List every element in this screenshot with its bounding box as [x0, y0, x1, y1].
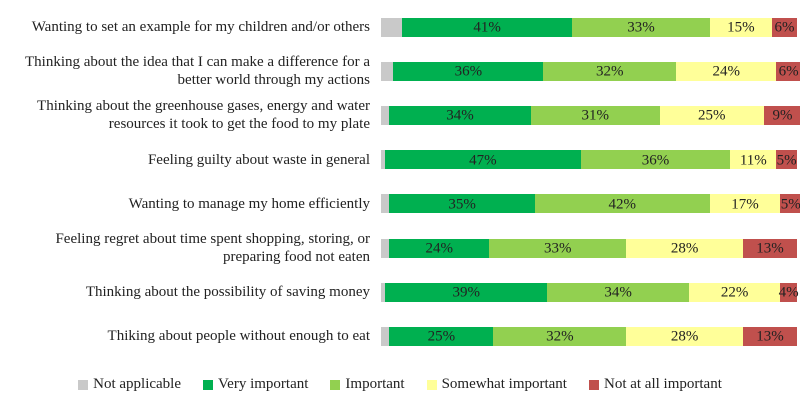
value-label: 36%	[641, 152, 670, 169]
value-label: 25%	[427, 328, 456, 345]
value-label: 32%	[596, 63, 624, 80]
legend-item: Important	[330, 376, 405, 393]
legend-swatch	[78, 379, 89, 390]
category-label: Wanting to set an example for my childre…	[31, 19, 370, 35]
bar-segment	[742, 238, 797, 258]
value-label: 24%	[712, 63, 741, 80]
bar-segment	[389, 105, 531, 125]
value-label: 42%	[608, 196, 637, 213]
bar-segment	[580, 150, 731, 170]
bar-segment	[742, 326, 797, 346]
bar-segment	[776, 61, 800, 81]
value-label: 11%	[739, 152, 767, 169]
legend-item: Somewhat important	[426, 376, 567, 393]
bar-segment	[530, 105, 660, 125]
bar-segment	[626, 238, 743, 258]
value-label: 31%	[581, 107, 609, 124]
bar-segment	[381, 238, 390, 258]
value-label: 34%	[446, 107, 474, 124]
bar-segment	[381, 61, 394, 81]
value-label: 41%	[473, 19, 501, 36]
value-label: 5%	[776, 152, 797, 169]
bar-segment	[401, 17, 573, 37]
category-label: Thinking about the idea that I can make …	[25, 54, 370, 89]
bar-segment	[381, 105, 390, 125]
bar-segment	[572, 17, 710, 37]
bar-segment	[389, 194, 535, 214]
bar-segment	[389, 326, 494, 346]
bar-segment	[547, 282, 689, 302]
category-label: Wanting to manage my home efficiently	[128, 195, 370, 212]
legend-label: Very important	[218, 376, 309, 392]
bar-segment	[381, 282, 386, 302]
bar-segment	[626, 326, 743, 346]
bar-segment	[489, 238, 627, 258]
legend-label: Not at all important	[603, 376, 722, 392]
value-label: 17%	[731, 196, 759, 213]
bar-segment	[389, 238, 490, 258]
legend-swatch	[588, 379, 599, 390]
bar-segment	[776, 150, 797, 170]
value-label: 33%	[627, 19, 655, 36]
bar-segment	[709, 17, 773, 37]
value-label: 28%	[670, 328, 699, 345]
value-label: 5%	[780, 196, 800, 213]
bar-segment	[381, 17, 402, 37]
bar-segment	[381, 194, 390, 214]
bar-segment	[385, 282, 548, 302]
category-label: Feeling guilty about waste in general	[147, 151, 370, 168]
bar-segment	[780, 282, 797, 302]
legend-swatch	[330, 379, 341, 390]
bar-segment	[772, 17, 797, 37]
value-label: 39%	[452, 284, 481, 301]
value-label: 35%	[448, 196, 476, 213]
bar-segment	[676, 61, 777, 81]
value-label: 9%	[772, 107, 793, 124]
bar-segment	[730, 150, 777, 170]
value-label: 4%	[778, 284, 799, 301]
category-label: Feeling regret about time spent shopping…	[55, 231, 370, 265]
category-label: Thinking about the possibility of saving…	[85, 284, 370, 301]
category-label: Thiking about people without enough to e…	[107, 328, 370, 345]
value-label: 13%	[756, 328, 784, 345]
legend-label: Somewhat important	[441, 376, 567, 392]
value-label: 32%	[546, 328, 574, 345]
bar-segment	[385, 150, 581, 170]
value-label: 34%	[604, 284, 632, 301]
value-label: 47%	[469, 152, 497, 169]
bar-segment	[543, 61, 677, 81]
bar-segment	[688, 282, 781, 302]
legend-item: Not applicable	[78, 376, 181, 393]
bar-segment	[381, 150, 386, 170]
value-label: 25%	[697, 107, 726, 124]
value-label: 13%	[756, 240, 784, 257]
legend-swatch	[203, 379, 214, 390]
value-label: 6%	[774, 19, 795, 36]
value-label: 22%	[720, 284, 749, 301]
bar-segment	[493, 326, 627, 346]
bar-segment	[659, 105, 764, 125]
legend-label: Not applicable	[93, 376, 182, 392]
category-label: Thinking about the greenhouse gases, ene…	[37, 98, 370, 133]
bar-segment	[381, 326, 390, 346]
legend: Not applicable Very important Important Som…	[0, 376, 800, 393]
value-label: 36%	[454, 63, 483, 80]
value-label: 33%	[544, 240, 572, 257]
value-label: 24%	[425, 240, 453, 257]
legend-label: Important	[345, 376, 405, 392]
legend-item: Very important	[203, 376, 308, 393]
value-label: 15%	[727, 19, 755, 36]
bar-segment	[763, 105, 800, 125]
legend-swatch	[426, 379, 437, 390]
bar-segment	[780, 194, 800, 214]
value-label: 6%	[778, 63, 799, 80]
bar-segment	[393, 61, 544, 81]
bar-segment	[534, 194, 710, 214]
legend-item: Not at all important	[588, 376, 722, 393]
bar-segment	[709, 194, 781, 214]
value-label: 28%	[670, 240, 699, 257]
